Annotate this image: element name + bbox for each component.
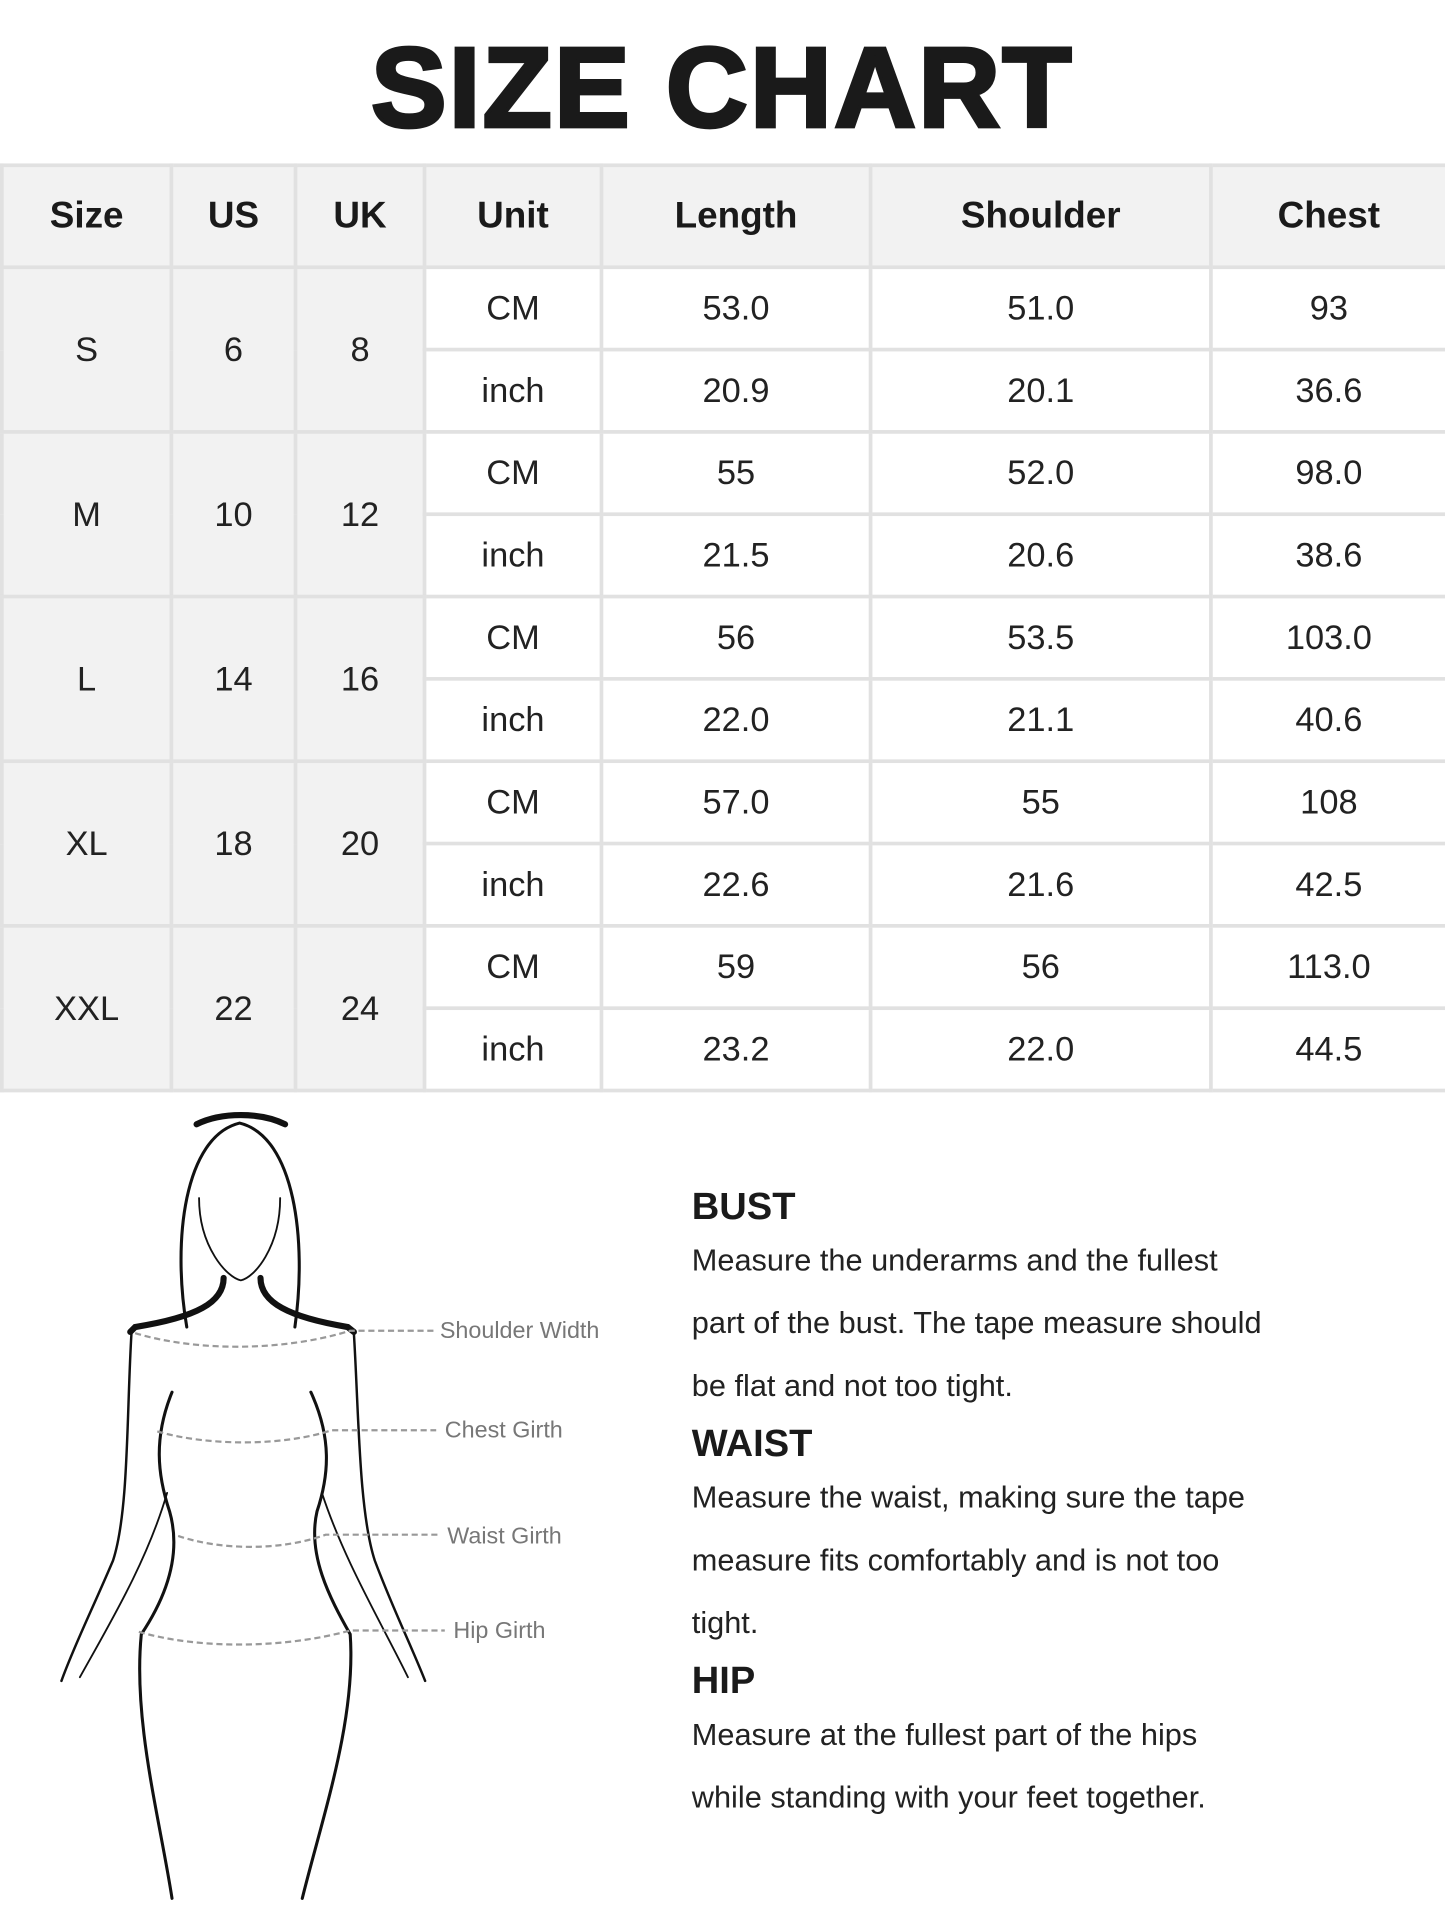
us-size-cell: 18 <box>169 759 298 928</box>
shoulder-width-label: Shoulder Width <box>440 1317 600 1343</box>
unit-cell: inch <box>422 347 604 434</box>
table-row: M 10 12 CM 55 52.0 98.0 <box>0 430 1445 599</box>
chest-cell: 44.5 <box>1209 1006 1445 1093</box>
column-header-uk: UK <box>293 163 427 270</box>
us-size-cell: 14 <box>169 594 298 764</box>
unit-cell: CM <box>422 594 604 681</box>
shoulder-cell: 55 <box>868 759 1213 846</box>
body-measurement-figure: Shoulder Width Chest Girth Waist Girth H… <box>60 1112 600 1900</box>
chest-cell: 38.6 <box>1209 512 1445 599</box>
table-row: XL 18 20 CM 57.0 55 108 <box>0 759 1445 928</box>
unit-cell: inch <box>422 841 604 928</box>
unit-cell: inch <box>422 1006 604 1093</box>
table-row: inch 23.2 22.0 44.5 <box>2 1006 1445 1093</box>
guide-text: while standing with your feet together. <box>691 1780 1206 1815</box>
unit-cell: CM <box>422 430 604 517</box>
column-header-chest: Chest <box>1209 163 1445 270</box>
unit-cell: inch <box>422 677 604 764</box>
guide-text: measure fits comfortably and is not too <box>691 1543 1220 1578</box>
chest-cell: 93 <box>1209 265 1445 352</box>
column-header-size: Size <box>0 163 174 270</box>
chest-girth-label: Chest Girth <box>445 1417 563 1443</box>
table-row: XXL 22 24 CM 59 56 113.0 <box>0 924 1445 1093</box>
table-row: S 6 8 CM 53.0 51.0 93 <box>0 265 1445 434</box>
chest-cell: 113.0 <box>1209 924 1445 1011</box>
unit-cell: CM <box>422 265 604 352</box>
column-header-length: Length <box>599 163 873 270</box>
guide-text: Measure at the fullest part of the hips <box>691 1717 1198 1753</box>
size-table: Size US UK Unit Length Shoulder Chest S 6 8 CM 53.… <box>0 163 1445 1093</box>
length-cell: 59 <box>599 924 873 1011</box>
uk-size-cell: 12 <box>293 430 427 599</box>
shoulder-cell: 52.0 <box>868 430 1213 517</box>
length-cell: 21.5 <box>599 512 873 599</box>
shoulder-cell: 21.1 <box>868 677 1213 764</box>
measurement-guides <box>134 1329 445 1646</box>
length-cell: 20.9 <box>599 347 873 434</box>
table-row: inch 22.6 21.6 42.5 <box>2 841 1445 928</box>
length-cell: 55 <box>599 430 873 517</box>
shoulder-cell: 22.0 <box>868 1006 1213 1093</box>
size-cell: S <box>0 265 174 434</box>
table-row: inch 20.9 20.1 36.6 <box>2 347 1445 434</box>
waist-girth-label: Waist Girth <box>447 1522 562 1548</box>
chest-cell: 103.0 <box>1209 594 1445 681</box>
shoulder-cell: 21.6 <box>868 841 1213 928</box>
chest-cell: 40.6 <box>1209 677 1445 764</box>
guide-text: Measure the underarms and the fullest <box>691 1243 1218 1278</box>
chest-cell: 98.0 <box>1209 430 1445 517</box>
shoulder-cell: 53.5 <box>868 594 1213 681</box>
unit-cell: inch <box>422 512 604 599</box>
unit-cell: CM <box>422 924 604 1011</box>
guide-text: tight. <box>691 1605 759 1641</box>
woman-silhouette-icon <box>60 1112 427 1900</box>
shoulder-cell: 20.6 <box>868 512 1213 599</box>
us-size-cell: 22 <box>169 924 298 1093</box>
guide-text: part of the bust. The tape measure shoul… <box>691 1306 1262 1341</box>
page-title: SIZE CHART <box>369 25 1074 152</box>
chest-cell: 108 <box>1209 759 1445 846</box>
chest-cell: 36.6 <box>1209 347 1445 434</box>
length-cell: 22.0 <box>599 677 873 764</box>
guide-heading-hip: HIP <box>691 1658 756 1702</box>
us-size-cell: 6 <box>169 265 298 434</box>
length-cell: 22.6 <box>599 841 873 928</box>
length-cell: 56 <box>599 594 873 681</box>
table-row: inch 22.0 21.1 40.6 <box>2 677 1445 764</box>
shoulder-cell: 56 <box>868 924 1213 1011</box>
chest-cell: 42.5 <box>1209 841 1445 928</box>
length-cell: 23.2 <box>599 1006 873 1093</box>
column-header-us: US <box>169 163 298 270</box>
size-cell: XXL <box>0 924 174 1093</box>
guide-text: Measure the waist, making sure the tape <box>691 1480 1246 1516</box>
uk-size-cell: 24 <box>293 924 427 1093</box>
size-cell: XL <box>0 759 174 928</box>
size-cell: M <box>0 430 174 599</box>
guide-heading-waist: WAIST <box>691 1421 813 1465</box>
shoulder-cell: 20.1 <box>868 347 1213 434</box>
column-header-shoulder: Shoulder <box>868 163 1213 270</box>
length-cell: 53.0 <box>599 265 873 352</box>
length-cell: 57.0 <box>599 759 873 846</box>
guide-heading-bust: BUST <box>691 1184 796 1228</box>
shoulder-cell: 51.0 <box>868 265 1213 352</box>
size-cell: L <box>0 594 174 764</box>
us-size-cell: 10 <box>169 430 298 599</box>
hip-girth-label: Hip Girth <box>453 1617 545 1643</box>
guide-text: be flat and not too tight. <box>691 1368 1013 1404</box>
uk-size-cell: 8 <box>293 265 427 434</box>
uk-size-cell: 20 <box>293 759 427 928</box>
table-row: L 14 16 CM 56 53.5 103.0 <box>0 594 1445 764</box>
column-header-unit: Unit <box>422 163 604 270</box>
table-row: inch 21.5 20.6 38.6 <box>2 512 1445 599</box>
measurement-guide: BUST Measure the underarms and the fulles… <box>692 1182 1429 1831</box>
uk-size-cell: 16 <box>293 594 427 764</box>
table-header-row: Size US UK Unit Length Shoulder Chest <box>0 163 1445 270</box>
unit-cell: CM <box>422 759 604 846</box>
